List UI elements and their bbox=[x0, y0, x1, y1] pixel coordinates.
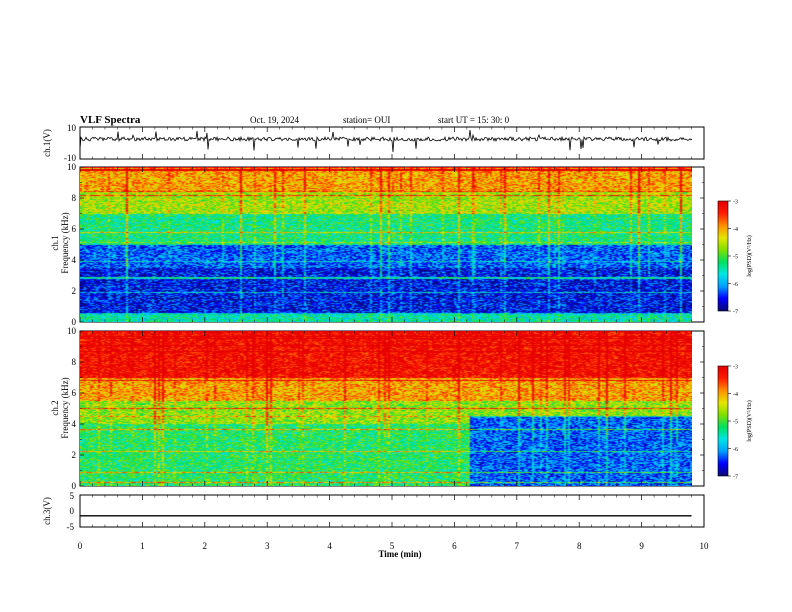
xtick-label: 5 bbox=[390, 541, 395, 551]
figure-title: VLF Spectra bbox=[80, 114, 141, 126]
ch1-ylabel: ch.1(V) bbox=[42, 129, 52, 157]
xtick-label: 4 bbox=[327, 541, 332, 551]
ytick-label: 6 bbox=[72, 224, 77, 234]
ytick-label: 4 bbox=[72, 255, 77, 265]
colorbar-ch1-image bbox=[718, 201, 728, 311]
spectrogram-ch1-image bbox=[80, 167, 692, 322]
ytick-label: 0 bbox=[72, 481, 77, 491]
xtick-label: 3 bbox=[265, 541, 270, 551]
colorbar-tick-label: -6 bbox=[733, 282, 738, 288]
xtick-label: 7 bbox=[515, 541, 520, 551]
spectrogram-ch1-panel: ch.1 Frequency (kHz) 0 2 4 6 8 10 bbox=[50, 162, 705, 327]
colorbar-tick-label: -4 bbox=[733, 227, 738, 233]
xtick-label: 0 bbox=[78, 541, 83, 551]
xtick-label: 2 bbox=[203, 541, 208, 551]
ytick-label: 10 bbox=[67, 162, 77, 172]
colorbar-ch1-ticks: -3 -4 -5 -6 -7 bbox=[728, 200, 738, 316]
colorbar-ch2-label: log(PSD)(V²/Hz) bbox=[746, 400, 753, 441]
ytick-label: 4 bbox=[72, 419, 77, 429]
colorbar-tick-label: -3 bbox=[733, 200, 738, 206]
ytick-label: 0 bbox=[72, 317, 77, 327]
xtick-label: 6 bbox=[452, 541, 457, 551]
spec2-ylabel-line1: ch.2 bbox=[50, 400, 60, 415]
ytick-label: 2 bbox=[72, 286, 77, 296]
x-axis-ticks: 0 1 2 3 4 5 6 7 8 9 10 bbox=[78, 127, 709, 551]
spec2-ylabel-line2: Frequency (kHz) bbox=[60, 377, 70, 438]
spec1-ylabel-line2: Frequency (kHz) bbox=[60, 212, 70, 273]
ch3-ylabel: ch.3(V) bbox=[42, 497, 52, 525]
colorbar-tick-label: -6 bbox=[733, 447, 738, 453]
xtick-label: 9 bbox=[639, 541, 644, 551]
ch3-ytick-top: 5 bbox=[70, 491, 75, 501]
ch1-ytick-bottom: -10 bbox=[64, 153, 76, 163]
spectrogram-ch2-panel: ch.2 Frequency (kHz) 0 2 4 6 8 10 bbox=[50, 326, 705, 491]
colorbar-tick-label: -4 bbox=[733, 392, 738, 398]
ytick-label: 6 bbox=[72, 388, 77, 398]
xtick-label: 10 bbox=[700, 541, 710, 551]
colorbar-tick-label: -5 bbox=[733, 255, 738, 261]
colorbar-ch1-label: log(PSD)(V²/Hz) bbox=[746, 235, 753, 276]
ytick-label: 8 bbox=[72, 193, 77, 203]
figure-start-time: start UT = 15: 30: 0 bbox=[438, 115, 510, 125]
colorbar-ch1: -3 -4 -5 -6 -7 log(PSD)(V²/Hz) bbox=[717, 200, 753, 316]
x-axis-label: Time (min) bbox=[378, 549, 421, 559]
figure-date: Oct. 19, 2024 bbox=[250, 115, 299, 125]
spectrogram-ch2-yticks: 0 2 4 6 8 10 bbox=[67, 326, 704, 491]
colorbar-tick-label: -7 bbox=[733, 310, 738, 316]
ch1-ytick-top: 10 bbox=[67, 123, 77, 133]
colorbar-tick-label: -7 bbox=[733, 475, 738, 481]
waveform-ch1-panel: 10 -10 ch.1(V) bbox=[42, 123, 705, 163]
ytick-label: 10 bbox=[67, 326, 77, 336]
waveform-ch3-frame bbox=[79, 494, 705, 528]
colorbar-tick-label: -5 bbox=[733, 420, 738, 426]
spectrogram-ch2-image bbox=[80, 331, 692, 486]
ch3-ytick-bottom: -5 bbox=[67, 522, 75, 532]
xtick-label: 8 bbox=[577, 541, 582, 551]
colorbar-tick-label: -3 bbox=[733, 365, 738, 371]
ytick-label: 2 bbox=[72, 450, 77, 460]
waveform-ch3-panel: 5 0 -5 ch.3(V) bbox=[42, 491, 705, 532]
xtick-label: 1 bbox=[140, 541, 145, 551]
ytick-label: 8 bbox=[72, 357, 77, 367]
spec1-ylabel-line1: ch.1 bbox=[50, 235, 60, 250]
colorbar-ch2-ticks: -3 -4 -5 -6 -7 bbox=[728, 365, 738, 481]
spectrogram-ch1-yticks: 0 2 4 6 8 10 bbox=[67, 162, 704, 327]
colorbar-ch2: -3 -4 -5 -6 -7 log(PSD)(V²/Hz) bbox=[717, 365, 753, 481]
figure-station: station= OUI bbox=[343, 115, 390, 125]
colorbar-ch2-image bbox=[718, 366, 728, 476]
ch3-ytick-mid: 0 bbox=[70, 506, 75, 516]
waveform-ch1-line bbox=[79, 129, 693, 153]
